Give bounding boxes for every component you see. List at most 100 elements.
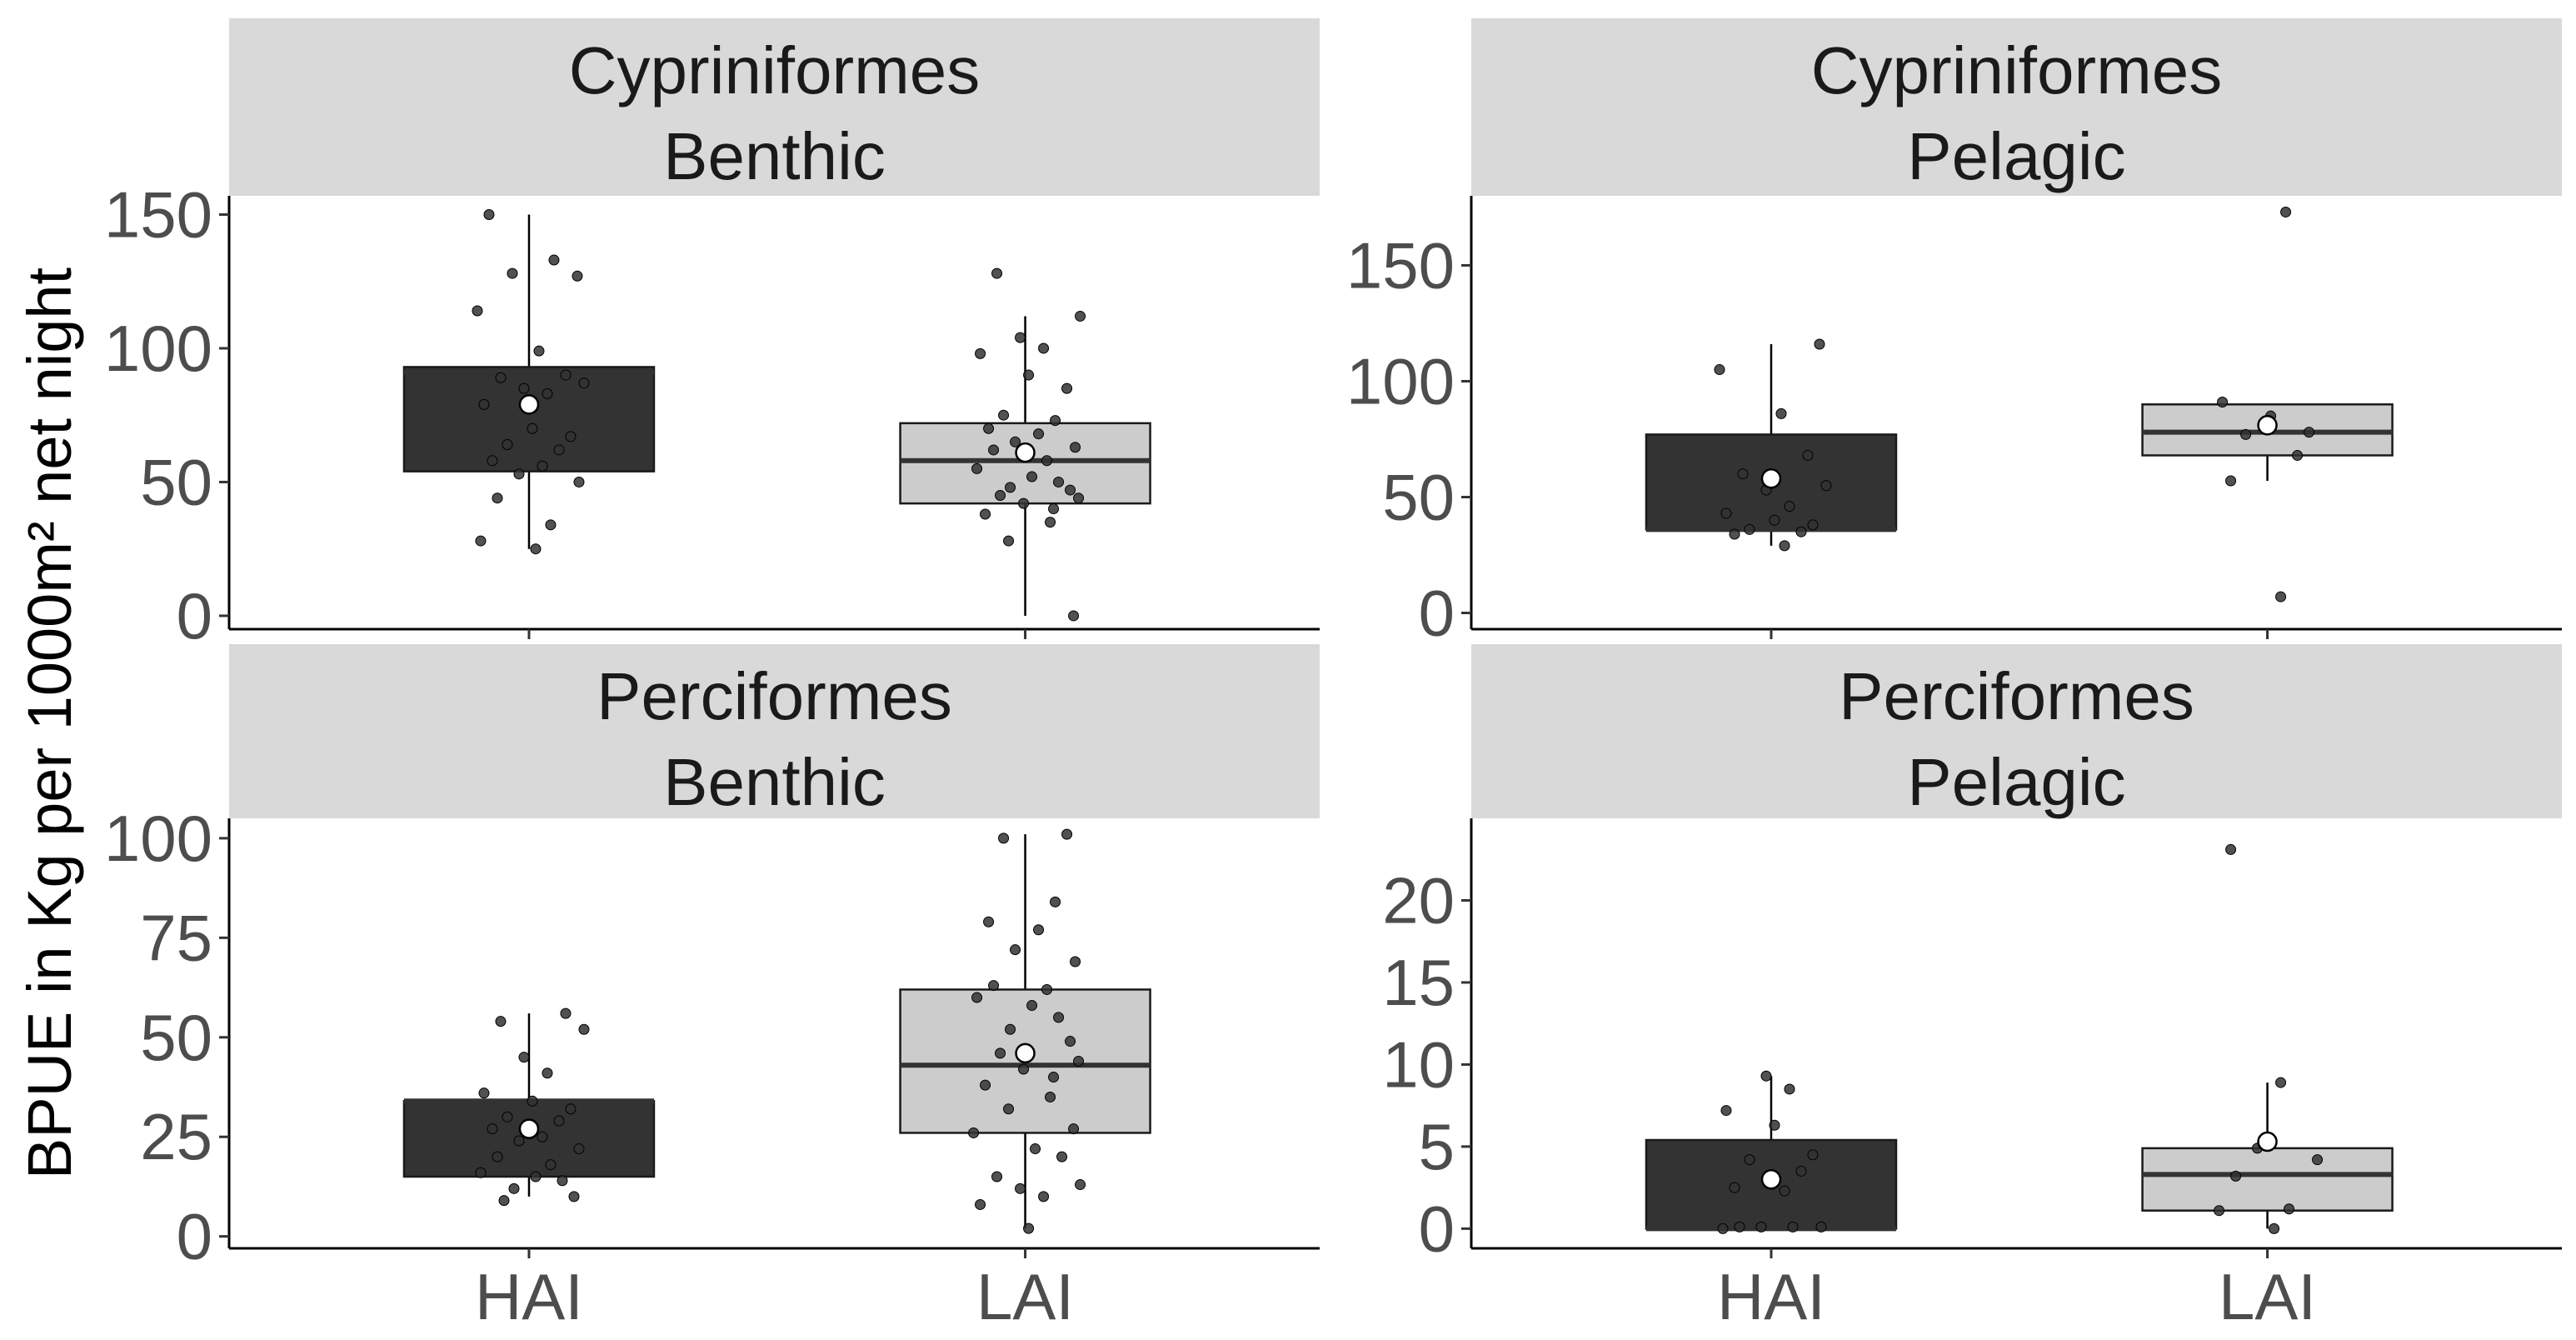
box-lai xyxy=(2141,843,2394,1234)
y-tick-label: 15 xyxy=(1382,946,1455,1019)
data-point xyxy=(492,1151,503,1162)
data-point xyxy=(472,305,483,317)
mean-marker xyxy=(2257,415,2278,436)
data-point xyxy=(553,444,565,456)
data-point xyxy=(1729,1182,1740,1193)
data-point xyxy=(530,543,542,555)
data-point xyxy=(1075,310,1086,322)
data-point xyxy=(1033,924,1045,936)
facet-strip-label-habitat: Benthic xyxy=(663,119,886,193)
data-point xyxy=(533,345,545,357)
data-point xyxy=(971,992,983,1003)
data-point xyxy=(2230,1170,2242,1182)
data-point xyxy=(542,1068,553,1079)
facet-strip xyxy=(229,644,1320,818)
data-point xyxy=(1755,1221,1767,1232)
data-point xyxy=(553,1115,565,1127)
x-tick-label: LAI xyxy=(2219,1260,2316,1333)
data-point xyxy=(1779,540,1790,552)
data-point xyxy=(1779,1185,1790,1197)
y-tick-label: 0 xyxy=(1419,1192,1455,1265)
data-point xyxy=(578,1023,590,1035)
data-point xyxy=(1003,535,1015,547)
data-point xyxy=(560,369,572,381)
data-point xyxy=(2304,427,2315,438)
x-tick-label: HAI xyxy=(475,1260,583,1333)
data-point xyxy=(545,1159,557,1171)
data-point xyxy=(1005,482,1016,493)
data-point xyxy=(1714,364,1725,376)
data-point xyxy=(2240,428,2252,440)
facet-panel-1: Cypriniformes Pelagic 0 50 100 150 xyxy=(1346,18,2562,650)
data-point xyxy=(530,1171,542,1182)
data-point xyxy=(1050,415,1061,427)
data-point xyxy=(475,535,487,547)
mean-marker xyxy=(1015,442,1036,463)
data-point xyxy=(1018,498,1030,509)
data-point xyxy=(557,1175,568,1187)
y-tick-label: 0 xyxy=(177,1200,212,1273)
data-point xyxy=(495,372,507,383)
data-point xyxy=(545,519,557,531)
data-point xyxy=(527,1095,538,1107)
data-point xyxy=(995,490,1006,502)
data-point xyxy=(502,439,513,451)
facet-strip-label-habitat: Pelagic xyxy=(1907,119,2125,193)
data-point xyxy=(475,1167,487,1178)
y-tick-label: 50 xyxy=(140,445,212,518)
data-point xyxy=(975,348,986,359)
data-point xyxy=(1056,1151,1068,1162)
box-body xyxy=(402,1099,656,1178)
data-point xyxy=(518,1052,530,1063)
data-point xyxy=(478,398,490,410)
y-tick-label: 50 xyxy=(1382,460,1455,533)
data-point xyxy=(507,268,518,279)
data-point xyxy=(560,1008,572,1019)
data-point xyxy=(513,1135,525,1147)
box-body xyxy=(402,366,656,472)
data-point xyxy=(1061,382,1073,394)
mean-marker xyxy=(518,394,540,415)
data-point xyxy=(1048,503,1060,515)
y-tick-label: 10 xyxy=(1382,1028,1455,1101)
data-point xyxy=(1030,1143,1041,1155)
facet-strip-label-order: Cypriniformes xyxy=(1811,33,2222,108)
data-point xyxy=(971,462,983,474)
data-point xyxy=(1026,471,1038,482)
mean-marker xyxy=(2257,1131,2278,1152)
data-point xyxy=(1814,338,1825,350)
data-point xyxy=(988,980,1000,992)
data-point xyxy=(578,378,590,389)
data-point xyxy=(1744,523,1755,535)
data-point xyxy=(1065,484,1076,496)
data-point xyxy=(1073,492,1085,504)
data-point xyxy=(478,1088,490,1099)
data-point xyxy=(998,409,1010,421)
data-point xyxy=(1061,828,1073,840)
data-point xyxy=(1045,517,1056,528)
data-point xyxy=(980,508,991,520)
data-point xyxy=(1073,1055,1085,1067)
facet-strip xyxy=(1471,18,2562,196)
data-point xyxy=(487,1123,498,1135)
data-point xyxy=(1048,1072,1060,1083)
data-point xyxy=(975,1198,986,1210)
data-point xyxy=(991,1171,1003,1182)
data-point xyxy=(498,1195,510,1207)
data-point xyxy=(2284,1203,2295,1215)
data-point xyxy=(487,455,498,467)
data-point xyxy=(1068,1123,1080,1135)
data-point xyxy=(1015,332,1026,343)
data-point xyxy=(2269,1222,2280,1234)
data-point xyxy=(1050,896,1061,908)
data-point xyxy=(1053,476,1065,488)
mean-marker xyxy=(1760,1169,1782,1190)
data-point xyxy=(1760,1070,1772,1082)
data-point xyxy=(1802,449,1814,461)
data-point xyxy=(1005,1023,1016,1035)
mean-marker xyxy=(1015,1042,1036,1064)
facet-panel-3: Perciformes Pelagic 0 5 10 15 20 HAI LAI xyxy=(1382,644,2562,1333)
box-hai xyxy=(402,208,656,555)
data-point xyxy=(1729,528,1740,540)
data-point xyxy=(548,254,560,266)
